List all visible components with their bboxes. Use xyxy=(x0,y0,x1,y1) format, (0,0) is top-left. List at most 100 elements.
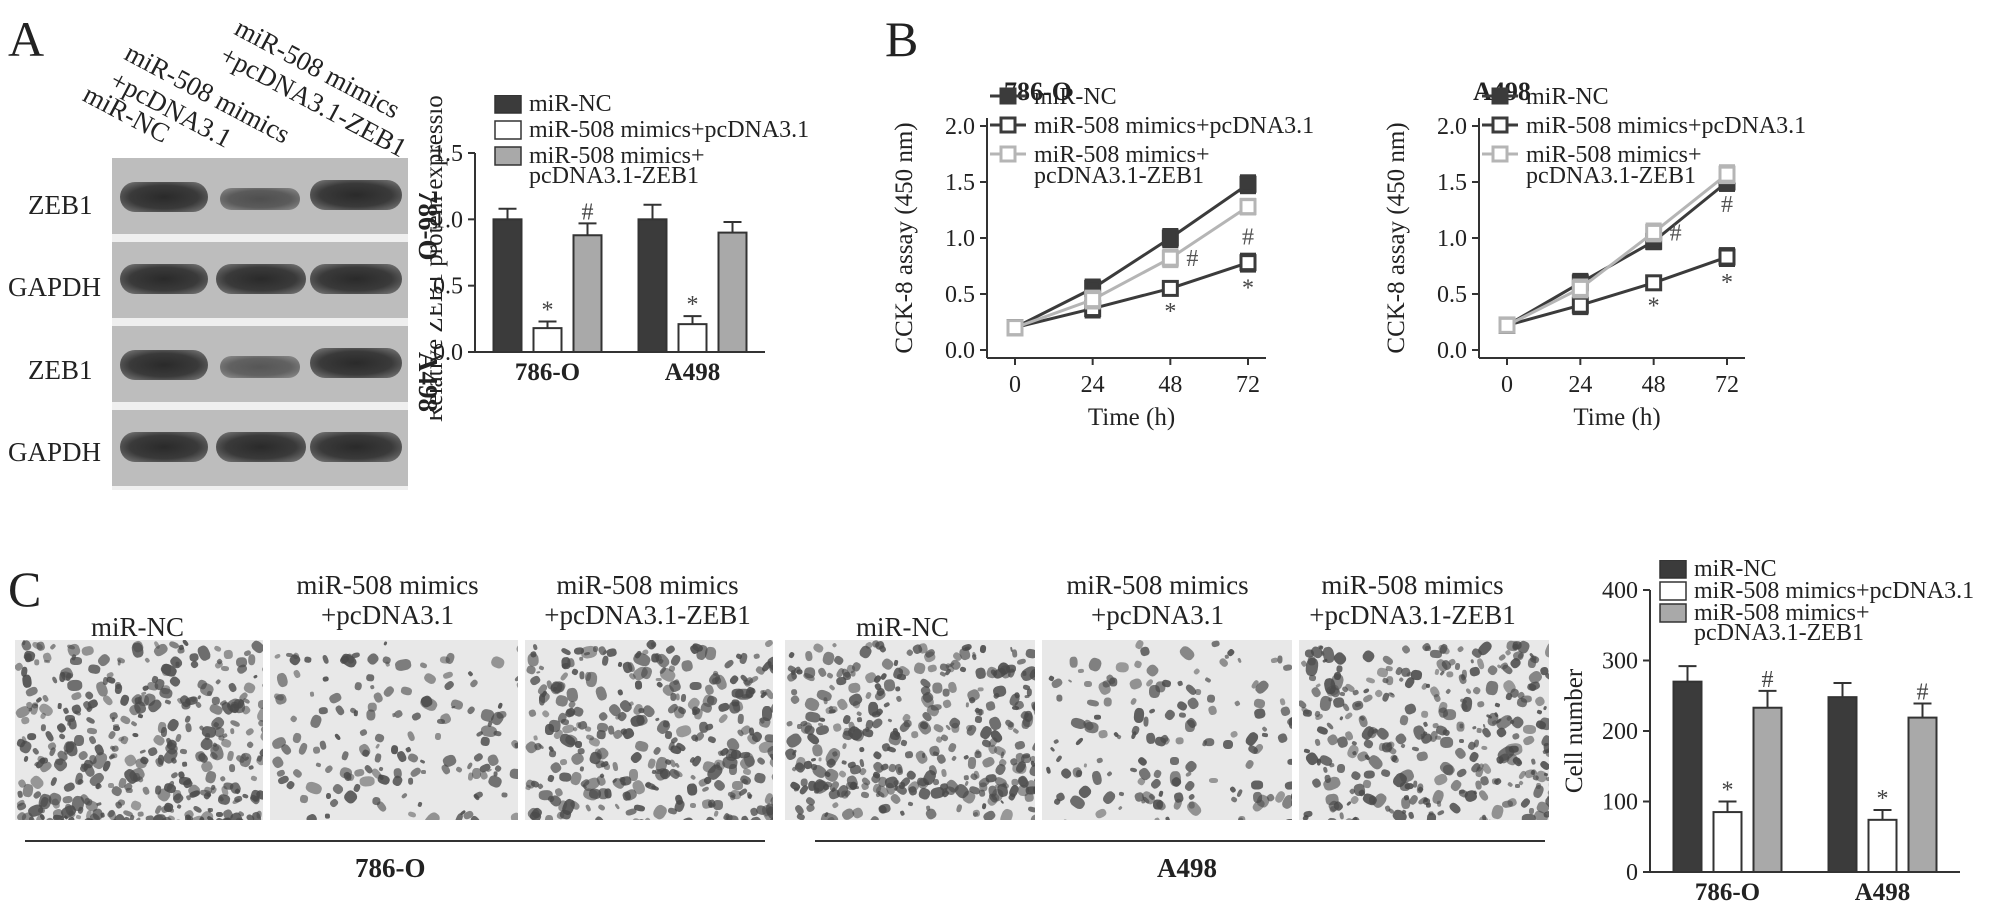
cell-blob xyxy=(1430,788,1446,806)
cell-blob xyxy=(292,767,304,779)
cell-blob xyxy=(441,670,454,680)
cell-blob xyxy=(1481,746,1488,752)
cell-blob xyxy=(1021,754,1031,763)
cell-blob xyxy=(1362,692,1375,704)
cell-blob xyxy=(1206,704,1218,716)
cell-blob xyxy=(572,706,585,718)
cell-blob xyxy=(585,804,592,812)
legend-marker xyxy=(1491,116,1509,134)
cell-blob xyxy=(496,702,503,710)
cell-blob xyxy=(544,814,554,820)
cell-blob xyxy=(1339,811,1345,820)
cell-blob xyxy=(689,803,697,809)
cell-blob xyxy=(164,698,172,705)
cell-blob xyxy=(1394,731,1409,746)
cell-blob xyxy=(764,640,773,649)
cell-blob xyxy=(486,768,493,773)
cell-blob xyxy=(119,693,131,707)
cell-blob xyxy=(154,785,162,795)
cell-blob xyxy=(1345,800,1352,807)
y-tick-label: 0.0 xyxy=(945,338,975,364)
cell-blob xyxy=(411,711,423,723)
cell-blob xyxy=(670,693,677,702)
cell-blob xyxy=(1014,699,1026,711)
cell-blob xyxy=(250,774,259,782)
cell-blob xyxy=(1310,777,1322,790)
cell-blob xyxy=(979,644,987,654)
cell-blob xyxy=(618,776,626,783)
cell-blob xyxy=(241,793,249,800)
cell-blob xyxy=(135,816,141,820)
cell-blob xyxy=(131,732,139,738)
cell-blob xyxy=(271,754,286,770)
cell-blob xyxy=(1049,746,1056,753)
cell-blob xyxy=(1129,696,1138,706)
cell-blob xyxy=(967,756,977,769)
cell-blob xyxy=(601,655,610,668)
cell-blob xyxy=(871,750,883,761)
cell-blob xyxy=(833,654,846,666)
cell-blob xyxy=(1527,657,1538,668)
cell-blob xyxy=(85,705,94,714)
cell-blob xyxy=(1153,817,1161,820)
cell-blob xyxy=(1456,722,1465,733)
cell-blob xyxy=(1142,716,1149,727)
cell-blob xyxy=(1162,708,1177,722)
cell-blob xyxy=(366,674,375,682)
cell-blob xyxy=(247,764,254,770)
cell-blob xyxy=(686,783,699,797)
cell-blob xyxy=(811,641,825,654)
cell-blob xyxy=(292,669,302,679)
cell-blob xyxy=(908,801,915,808)
x-tick-label: 48 xyxy=(1642,372,1666,398)
legend-label: miR-508 mimics+pcDNA3.1 xyxy=(1034,113,1314,139)
x-axis-label: Time (h) xyxy=(1088,404,1175,431)
cell-blob xyxy=(1447,801,1463,816)
cell-blob xyxy=(1350,769,1362,781)
bar xyxy=(1827,696,1858,873)
cell-blob xyxy=(1012,727,1019,735)
cell-blob xyxy=(525,664,537,676)
panel-letter-c: C xyxy=(8,561,42,617)
cell-blob xyxy=(1316,725,1330,736)
legend-swatch xyxy=(494,95,522,114)
cell-blob xyxy=(63,781,77,794)
micrograph-image xyxy=(1299,640,1549,820)
cell-blob xyxy=(597,803,607,812)
cell-blob xyxy=(831,642,838,649)
cell-blob xyxy=(1086,698,1099,707)
cell-blob xyxy=(815,724,831,737)
cell-blob xyxy=(1052,738,1060,745)
cell-blob xyxy=(1381,654,1395,667)
cell-blob xyxy=(1279,698,1287,707)
cell-blob xyxy=(51,676,59,685)
cell-blob xyxy=(1093,807,1108,819)
cell-blob xyxy=(58,732,67,741)
cell-blob xyxy=(147,746,159,757)
y-tick-label: 1.5 xyxy=(945,170,975,196)
cell-blob xyxy=(1462,669,1467,679)
micrograph-title: miR-508 mimics +pcDNA3.1 xyxy=(1066,570,1249,630)
cell-blob xyxy=(1237,817,1244,820)
cell-blob xyxy=(247,654,256,666)
legend-label: miR-508 mimics+ pcDNA3.1-ZEB1 xyxy=(1034,142,1210,189)
bar xyxy=(1867,818,1898,873)
cell-blob xyxy=(1398,714,1409,727)
cell-blob xyxy=(1284,780,1292,791)
cell-blob xyxy=(629,750,643,765)
y-tick-label: 2.0 xyxy=(1437,114,1467,140)
cell-blob xyxy=(1115,661,1129,673)
cell-blob xyxy=(785,720,794,728)
micrograph-title: miR-NC xyxy=(90,612,184,642)
cell-blob xyxy=(327,691,343,705)
cell-blob xyxy=(689,681,702,691)
cell-blob xyxy=(455,765,463,773)
x-tick-label: A498 xyxy=(665,359,721,386)
data-point xyxy=(1239,254,1257,272)
cell-blob xyxy=(129,799,142,812)
cell-blob xyxy=(1351,699,1365,712)
cell-blob xyxy=(1285,716,1292,727)
cell-blob xyxy=(184,715,192,724)
cell-blob xyxy=(1229,785,1237,794)
cell-blob xyxy=(252,673,258,679)
